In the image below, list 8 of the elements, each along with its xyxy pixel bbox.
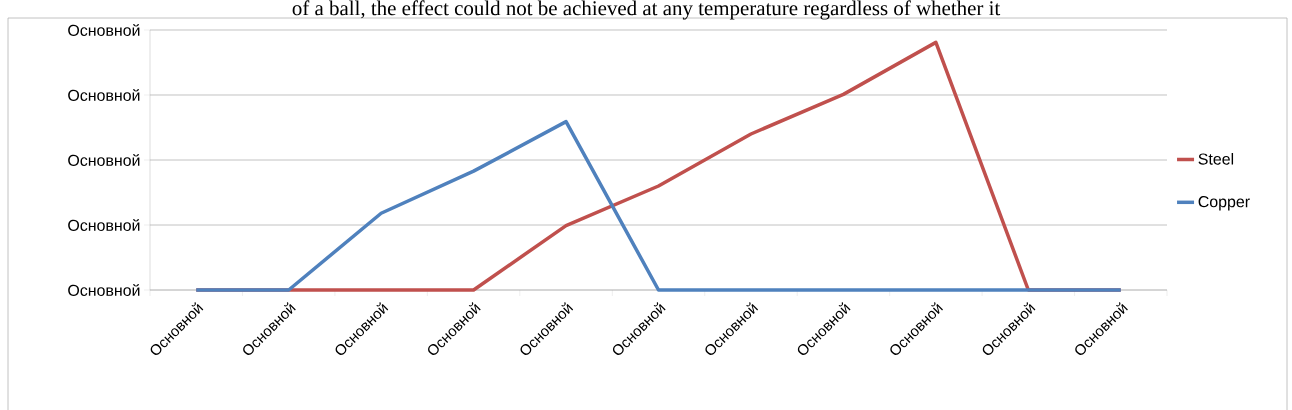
text: Основной	[68, 154, 140, 166]
text: Основной	[68, 219, 140, 231]
text: Основной	[68, 24, 140, 36]
legend-label: Steel	[1198, 152, 1234, 165]
legend-label: Copper	[1198, 196, 1250, 211]
text: Основной	[68, 89, 140, 101]
text: Основной	[68, 284, 140, 296]
text: of a ball, the effect could not be achieved at any temperature regardless of whether it	[292, 0, 1001, 20]
